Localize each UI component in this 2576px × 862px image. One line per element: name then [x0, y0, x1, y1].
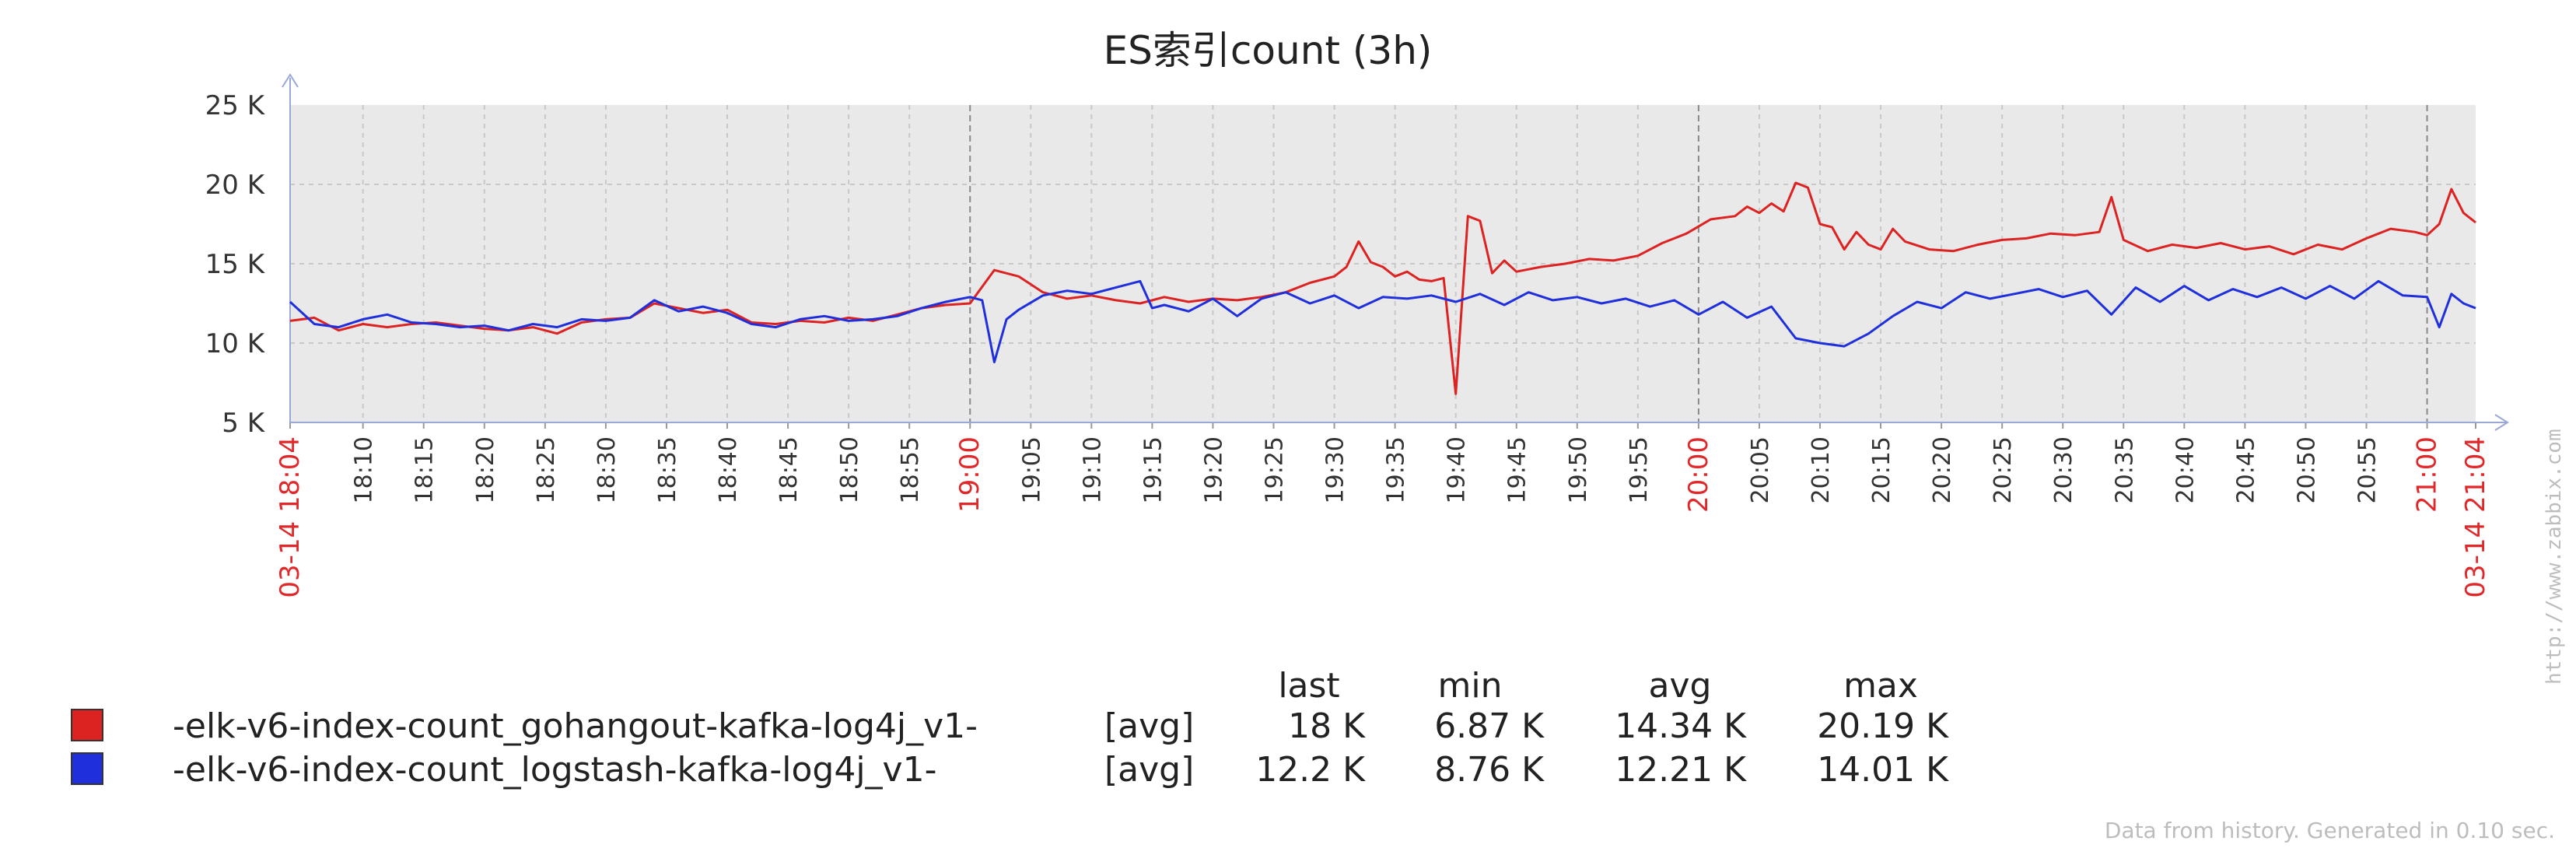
legend-func-0: [avg]: [1104, 706, 1194, 746]
graph-title: ES索引count (3h): [1104, 28, 1433, 73]
x-tick-label: 18:45: [775, 436, 803, 503]
x-tick-label: 19:15: [1139, 436, 1167, 503]
x-tick-label: 19:05: [1018, 436, 1045, 503]
x-tick-label: 03-14 18:04: [275, 436, 306, 598]
x-tick-label: 19:20: [1200, 436, 1227, 503]
y-tick-label: 10 K: [205, 328, 266, 359]
y-tick-label: 20 K: [205, 170, 266, 201]
footer-note: Data from history. Generated in 0.10 sec…: [2105, 818, 2555, 843]
legend-header-last: last: [1278, 666, 1339, 706]
x-tick-label: 19:00: [954, 436, 985, 513]
x-tick-label: 18:30: [593, 436, 621, 503]
legend-header-avg: avg: [1649, 666, 1712, 706]
x-tick-label: 18:15: [411, 436, 439, 503]
legend-last-value-1: 12.2 K: [1255, 750, 1366, 790]
x-tick-label: 20:20: [1929, 436, 1956, 503]
legend: last min avg max -elk-v6-index-count_gohango…: [71, 666, 1949, 790]
grid-lines: [290, 105, 2476, 422]
y-axis-ticks: 5 K 10 K 15 K 20 K 25 K: [205, 90, 266, 439]
x-tick-label: 20:10: [1808, 436, 1835, 503]
x-tick-label: 18:40: [715, 436, 742, 503]
y-tick-label: 25 K: [205, 90, 266, 121]
legend-min-value-1: 8.76 K: [1434, 750, 1545, 790]
series-line-0: [289, 181, 2476, 395]
legend-avg-value-0: 14.34 K: [1615, 706, 1747, 746]
x-tick-label: 20:55: [2354, 436, 2382, 503]
x-tick-label: 20:30: [2050, 436, 2077, 503]
x-tick-label: 20:40: [2172, 436, 2199, 503]
x-tick-label: 19:50: [1565, 436, 1592, 503]
x-tick-label: 18:25: [533, 436, 560, 503]
x-tick-label: 19:35: [1383, 436, 1410, 503]
y-tick-label: 15 K: [205, 249, 266, 280]
legend-func-1: [avg]: [1104, 750, 1194, 790]
x-tick-label: 18:20: [472, 436, 499, 503]
legend-swatch-1: [71, 752, 103, 785]
zabbix-watermark: http://www.zabbix.com: [2543, 429, 2566, 685]
x-tick-label: 03-14 21:04: [2460, 436, 2491, 598]
x-tick-label: 19:45: [1504, 436, 1531, 503]
x-tick-label: 20:45: [2232, 436, 2259, 503]
series-line-1: [289, 279, 2476, 363]
x-tick-label: 18:10: [351, 436, 378, 503]
x-tick-label: 20:00: [1683, 436, 1714, 513]
x-tick-label: 20:50: [2293, 436, 2320, 503]
x-tick-label: 20:15: [1868, 436, 1895, 503]
x-axis-arrow: [2494, 414, 2509, 431]
legend-last-value-0: 18 K: [1288, 706, 1366, 746]
x-axis-ticks: 03-14 18:04 18:10 18:15 18:20 18:25 18:30 18:3…: [275, 436, 2491, 598]
x-tick-label: 20:25: [1990, 436, 2017, 503]
legend-max-value-0: 20.19 K: [1817, 706, 1949, 746]
legend-header-max: max: [1843, 666, 1918, 706]
x-tick-label: 20:35: [2111, 436, 2138, 503]
x-tick-label: 19:10: [1079, 436, 1106, 503]
x-tick-label: 19:25: [1262, 436, 1289, 503]
legend-swatch-0: [71, 709, 103, 741]
x-tick-label: 21:00: [2412, 436, 2443, 513]
x-tick-label: 20:05: [1747, 436, 1774, 503]
x-tick-label: 18:55: [897, 436, 924, 503]
x-tick-label: 18:35: [654, 436, 681, 503]
x-tick-label: 19:55: [1626, 436, 1653, 503]
x-tick-label: 19:40: [1444, 436, 1471, 503]
x-tick-label: 19:30: [1322, 436, 1349, 503]
series-lines: [289, 181, 2476, 395]
y-axis-arrow: [282, 73, 299, 88]
legend-series-name-0: -elk-v6-index-count_gohangout-kafka-log4…: [173, 706, 978, 746]
legend-min-value-0: 6.87 K: [1434, 706, 1545, 746]
legend-avg-value-1: 12.21 K: [1615, 750, 1747, 790]
legend-series-name-1: -elk-v6-index-count_logstash-kafka-log4j…: [173, 750, 936, 790]
axes: [282, 73, 2509, 431]
legend-max-value-1: 14.01 K: [1817, 750, 1949, 790]
x-tick-label: 18:50: [836, 436, 863, 503]
y-tick-label: 5 K: [222, 408, 265, 439]
legend-header-min: min: [1438, 666, 1503, 706]
